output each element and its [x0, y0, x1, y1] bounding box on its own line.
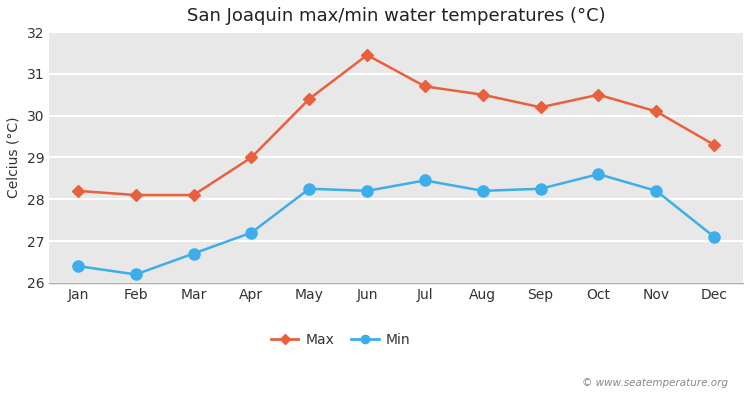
Y-axis label: Celcius (°C): Celcius (°C)	[7, 117, 21, 198]
Text: © www.seatemperature.org: © www.seatemperature.org	[581, 378, 728, 388]
Legend: Max, Min: Max, Min	[266, 327, 416, 352]
Title: San Joaquin max/min water temperatures (°C): San Joaquin max/min water temperatures (…	[187, 7, 605, 25]
